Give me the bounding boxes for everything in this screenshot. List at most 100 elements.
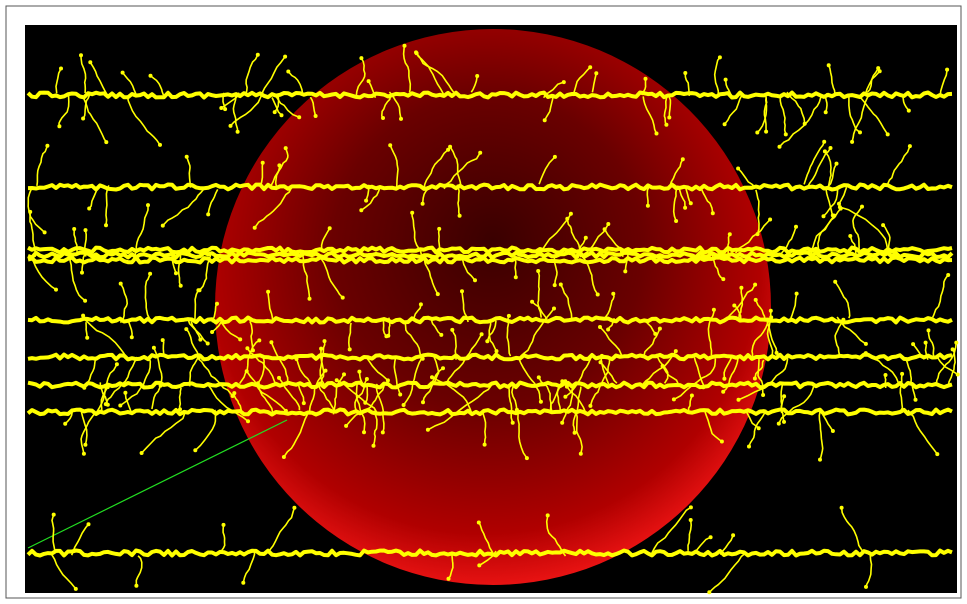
spine-head bbox=[72, 227, 76, 231]
spine-head bbox=[596, 293, 600, 297]
spine-head bbox=[655, 354, 659, 358]
spine-head bbox=[28, 210, 32, 214]
spine-head bbox=[269, 340, 273, 344]
spine-head bbox=[778, 145, 782, 149]
spine-head bbox=[732, 304, 736, 308]
spine-head bbox=[709, 535, 713, 539]
spine-head bbox=[764, 130, 768, 134]
render-view bbox=[0, 0, 967, 604]
spine-head bbox=[421, 202, 425, 206]
spine-head bbox=[79, 53, 83, 57]
spine-head bbox=[399, 117, 403, 121]
spine-head bbox=[563, 395, 567, 399]
spine-head bbox=[328, 226, 332, 230]
spine-head bbox=[362, 430, 366, 434]
spine-head bbox=[728, 232, 732, 236]
spine-head bbox=[683, 206, 687, 210]
spine-head bbox=[956, 373, 960, 377]
spine-head bbox=[314, 114, 318, 118]
spine-head bbox=[886, 132, 890, 136]
spine-head bbox=[731, 533, 735, 537]
spine-head bbox=[45, 144, 49, 148]
spine-head bbox=[721, 390, 725, 394]
spine-head bbox=[611, 292, 615, 296]
spine-head bbox=[841, 318, 845, 322]
spine-head bbox=[130, 335, 134, 339]
spine-head bbox=[753, 283, 757, 287]
spine-head bbox=[723, 122, 727, 126]
spine-head bbox=[565, 385, 569, 389]
spine-head bbox=[876, 66, 880, 70]
spine-head bbox=[480, 332, 484, 336]
spine-head bbox=[196, 288, 200, 292]
spine-head bbox=[690, 394, 694, 398]
spine-head bbox=[689, 505, 693, 509]
spine-head bbox=[273, 110, 277, 114]
spine-head bbox=[159, 384, 163, 388]
spine-head bbox=[184, 327, 188, 331]
spine-head bbox=[280, 113, 284, 117]
spine-head bbox=[559, 283, 563, 287]
spine-head bbox=[87, 207, 91, 211]
spine-head bbox=[460, 289, 464, 293]
spine-head bbox=[115, 362, 119, 366]
spine-head bbox=[59, 67, 63, 71]
spine-head bbox=[161, 224, 165, 228]
spine-head bbox=[54, 288, 58, 292]
spine-head bbox=[485, 339, 489, 343]
spine-head bbox=[507, 314, 511, 318]
spine-head bbox=[833, 280, 837, 284]
spine-head bbox=[839, 207, 843, 211]
spine-head bbox=[736, 167, 740, 171]
spine-head bbox=[447, 577, 451, 581]
spine-head bbox=[119, 282, 123, 286]
spine-head bbox=[104, 140, 108, 144]
sphere bbox=[215, 29, 771, 585]
spine-head bbox=[84, 228, 88, 232]
spine-head bbox=[292, 506, 296, 510]
spine-head bbox=[297, 115, 301, 119]
spine-head bbox=[606, 222, 610, 226]
spine-head bbox=[711, 211, 715, 215]
spine-head bbox=[914, 398, 918, 402]
spine-head bbox=[104, 223, 108, 227]
spine-head bbox=[57, 124, 61, 128]
spine-head bbox=[308, 297, 312, 301]
spine-head bbox=[364, 199, 368, 203]
spine-head bbox=[769, 309, 773, 313]
spine-head bbox=[283, 55, 287, 59]
spine-head bbox=[85, 336, 89, 340]
spine-head bbox=[381, 430, 385, 434]
spine-head bbox=[437, 227, 441, 231]
spine-head bbox=[80, 271, 84, 275]
spine-head bbox=[106, 403, 110, 407]
spine-head bbox=[539, 400, 543, 404]
spine-head bbox=[426, 428, 430, 432]
spine-head bbox=[768, 218, 772, 222]
spine-head bbox=[319, 347, 323, 351]
spine-head bbox=[197, 353, 201, 357]
spine-head bbox=[146, 203, 150, 207]
spine-head bbox=[755, 131, 759, 135]
spine-head bbox=[753, 377, 757, 381]
spine bbox=[439, 229, 440, 254]
spine-head bbox=[553, 283, 557, 287]
spine-head bbox=[83, 299, 87, 303]
spine-head bbox=[864, 351, 868, 355]
spine-head bbox=[295, 357, 299, 361]
spine-head bbox=[707, 590, 711, 594]
spine-head bbox=[477, 521, 481, 525]
spine-head bbox=[674, 349, 678, 353]
spine-head bbox=[860, 205, 864, 209]
spine-head bbox=[907, 109, 911, 113]
spine-head bbox=[450, 328, 454, 332]
spine-head bbox=[277, 376, 281, 380]
spine-head bbox=[560, 421, 564, 425]
spine-head bbox=[82, 452, 86, 456]
spine-head bbox=[945, 68, 949, 72]
spine-head bbox=[134, 584, 138, 588]
spine-head bbox=[367, 79, 371, 83]
spine-head bbox=[664, 123, 668, 127]
spine-head bbox=[672, 397, 676, 401]
spine-head bbox=[238, 337, 242, 341]
